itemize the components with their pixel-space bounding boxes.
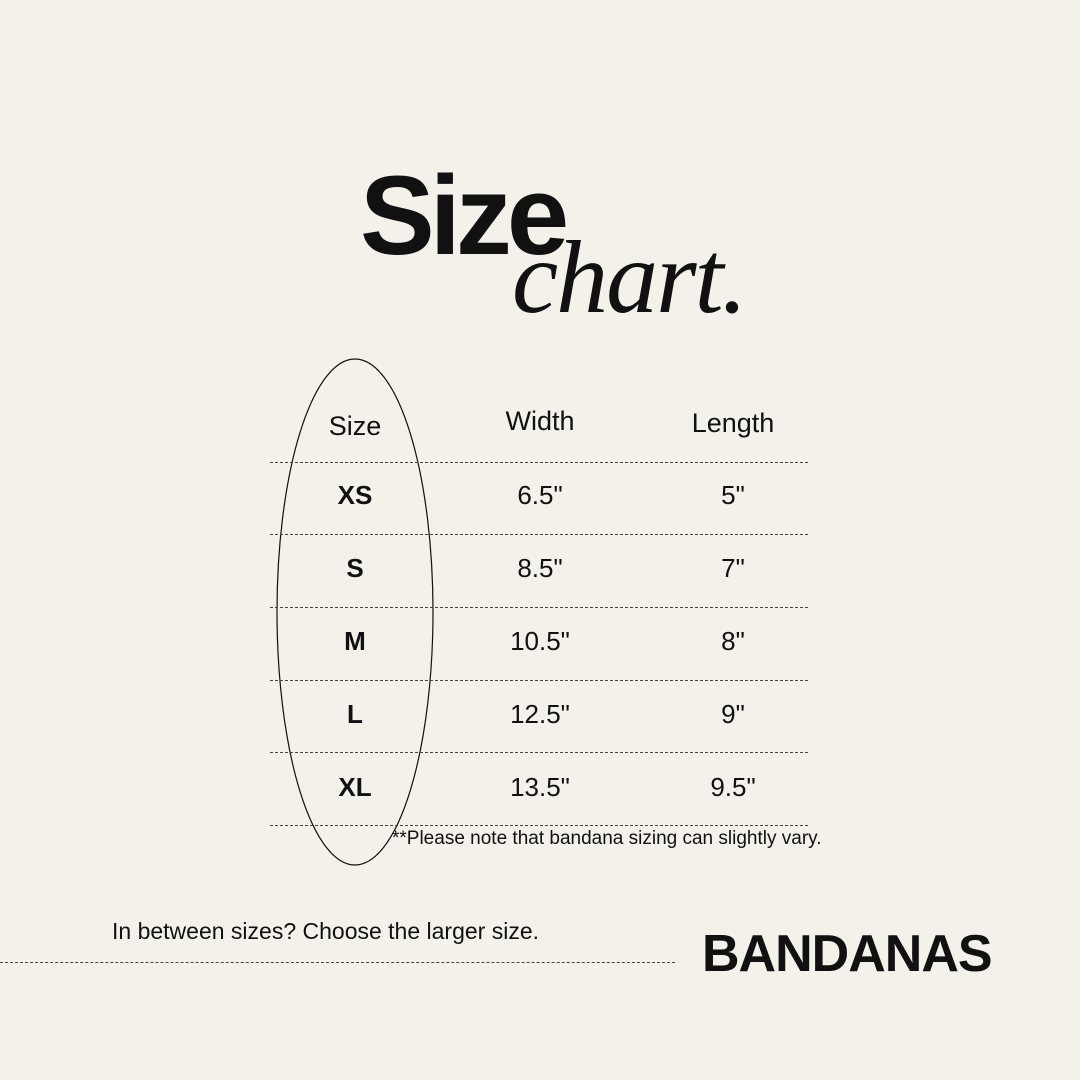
header-length: Length bbox=[691, 408, 775, 438]
cell-length: 7" bbox=[721, 553, 745, 583]
cell-width: 13.5" bbox=[510, 772, 570, 802]
cell-width: 6.5" bbox=[517, 480, 563, 510]
sizing-tip: In between sizes? Choose the larger size… bbox=[112, 918, 540, 944]
cell-size: M bbox=[344, 626, 366, 656]
cell-length: 9.5" bbox=[710, 772, 756, 802]
header-size: Size bbox=[328, 411, 382, 441]
row-divider bbox=[270, 607, 808, 608]
cell-width: 10.5" bbox=[510, 626, 570, 656]
cell-size: S bbox=[346, 553, 364, 583]
cell-length: 8" bbox=[721, 626, 745, 656]
tip-underline bbox=[0, 962, 675, 963]
row-divider bbox=[270, 680, 808, 681]
row-divider bbox=[270, 534, 808, 535]
sizing-note: **Please note that bandana sizing can sl… bbox=[392, 828, 822, 849]
cell-width: 8.5" bbox=[517, 553, 563, 583]
cell-length: 9" bbox=[721, 699, 745, 729]
cell-size: XL bbox=[338, 772, 372, 802]
cell-size: XS bbox=[337, 480, 373, 510]
header-width: Width bbox=[505, 406, 575, 436]
title-size: Size bbox=[360, 153, 569, 278]
row-divider bbox=[270, 462, 808, 463]
cell-length: 5" bbox=[721, 480, 745, 510]
product-name: BANDANAS bbox=[702, 925, 993, 983]
cell-size: L bbox=[347, 699, 363, 729]
title-chart-script: chart. bbox=[512, 220, 748, 335]
row-divider bbox=[270, 825, 808, 826]
row-divider bbox=[270, 752, 808, 753]
cell-width: 12.5" bbox=[510, 699, 570, 729]
